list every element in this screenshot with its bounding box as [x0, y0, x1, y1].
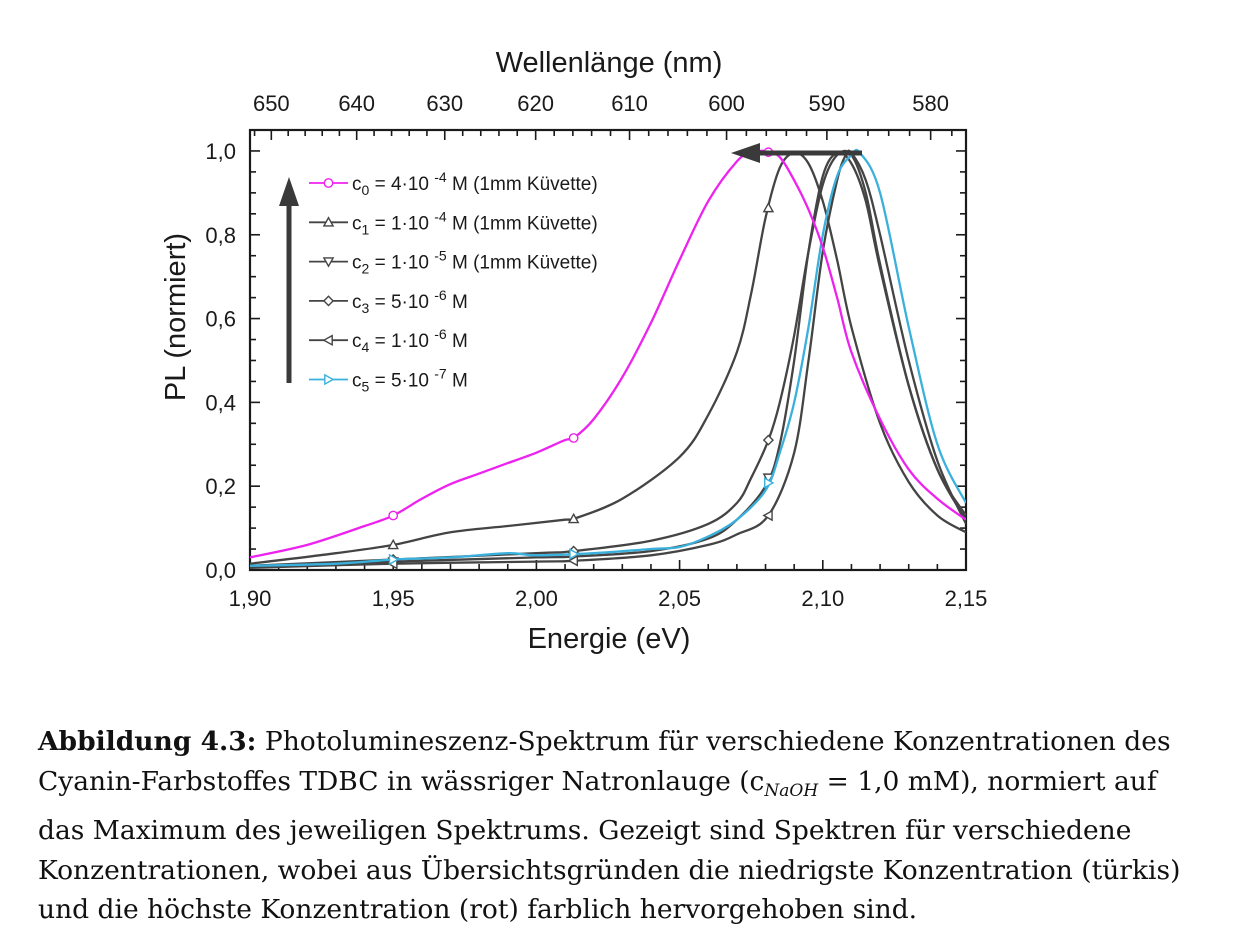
legend-label: c0 = 4·10 -4 M (1mm Küvette) — [352, 169, 598, 198]
top-tick-label: 630 — [426, 91, 463, 116]
top-tick-label: 620 — [517, 91, 554, 116]
y-tick-label: 1,0 — [205, 139, 236, 164]
series-marker-c0 — [388, 510, 399, 521]
series-marker-c0 — [568, 433, 579, 443]
series-line-c0 — [250, 149, 966, 559]
series-marker-c4 — [567, 554, 579, 567]
pl-spectrum-chart: 1,90 1,95 2,00 2,05 2,10 2,15 0,0 0,2 0,4 0,6 0,8 1… — [160, 47, 987, 655]
legend-label: c1 = 1·10 -4 M (1mm Küvette) — [352, 208, 598, 237]
series-marker-c4 — [762, 509, 773, 522]
x-tick-label: 2,00 — [515, 586, 558, 611]
top-tick-label: 650 — [253, 91, 290, 116]
top-tick-label: 610 — [611, 91, 648, 116]
x-tick-label: 2,15 — [945, 586, 988, 611]
top-tick-label: 590 — [809, 91, 846, 116]
series-marker-c1 — [762, 201, 775, 213]
caption-text-part2: = 1,0 mM), normiert auf das Maximum des … — [38, 765, 1181, 926]
legend-entry-c1: c1 = 1·10 -4 M (1mm Küvette) — [309, 208, 598, 237]
series-line-c4 — [250, 149, 966, 570]
legend-marker — [322, 257, 335, 268]
legend-entry-c2: c2 = 1·10 -5 M (1mm Küvette) — [309, 248, 598, 277]
top-tick-label: 600 — [708, 91, 745, 116]
legend-entry-c5: c5 = 5·10 -7 M — [309, 366, 468, 395]
legend-entry-c0: c0 = 4·10 -4 M (1mm Küvette) — [309, 169, 598, 198]
series-marker-c1 — [567, 512, 580, 524]
y-tick-label: 0,4 — [205, 390, 236, 415]
series-line-c5 — [250, 148, 966, 567]
series-line-c1 — [250, 151, 966, 565]
y-tick-label: 0,0 — [205, 558, 236, 583]
series-marker-c5 — [569, 548, 580, 560]
legend: c0 = 4·10 -4 M (1mm Küvette) c1 = 1·10 -4… — [309, 169, 598, 395]
legend-marker — [322, 216, 335, 227]
series-marker-c1 — [387, 538, 399, 550]
x-tick-label: 2,10 — [801, 586, 844, 611]
plot-area: 1,90 1,95 2,00 2,05 2,10 2,15 0,0 0,2 0,4 0,6 0,8 1… — [205, 91, 987, 611]
legend-label: c5 = 5·10 -7 M — [352, 366, 468, 395]
concentration-arrow-head — [279, 177, 299, 206]
x-tick-label: 1,95 — [372, 586, 415, 611]
series-marker-c3 — [762, 434, 774, 446]
legend-marker — [324, 373, 335, 386]
legend-marker — [322, 295, 335, 307]
legend-label: c3 = 5·10 -6 M — [352, 287, 468, 316]
y-tick-label: 0,2 — [205, 474, 236, 499]
y-axis-label: PL (normiert) — [160, 233, 192, 401]
top-tick-label: 580 — [912, 91, 949, 116]
caption-text-part1: Photolumineszenz-Spektrum für verschiede… — [38, 726, 1171, 797]
plot-frame — [248, 128, 968, 572]
legend-marker — [322, 334, 333, 346]
series-marker-c5 — [764, 477, 775, 489]
series-marker-c5 — [388, 553, 400, 566]
x-tick-label: 2,05 — [658, 586, 701, 611]
legend-entry-c4: c4 = 1·10 -6 M — [309, 326, 468, 355]
redshift-arrow-head — [731, 143, 760, 163]
legend-label: c2 = 1·10 -5 M (1mm Küvette) — [352, 248, 598, 277]
figure-caption: Abbildung 4.3: Photolumineszenz-Spektrum… — [38, 722, 1188, 930]
legend-marker — [323, 178, 334, 188]
y-tick-label: 0,8 — [205, 223, 236, 248]
caption-subscript: NaOH — [764, 780, 819, 801]
legend-label: c4 = 1·10 -6 M — [352, 326, 468, 355]
x-axis-label: Energie (eV) — [528, 623, 691, 655]
top-tick-label: 640 — [338, 91, 375, 116]
series-line-c3 — [250, 149, 966, 567]
x-tick-label: 1,90 — [229, 586, 272, 611]
y-tick-label: 0,6 — [205, 307, 236, 332]
caption-label: Abbildung 4.3: — [38, 726, 257, 757]
top-axis-label: Wellenlänge (nm) — [496, 47, 723, 79]
legend-entry-c3: c3 = 5·10 -6 M — [309, 287, 468, 316]
